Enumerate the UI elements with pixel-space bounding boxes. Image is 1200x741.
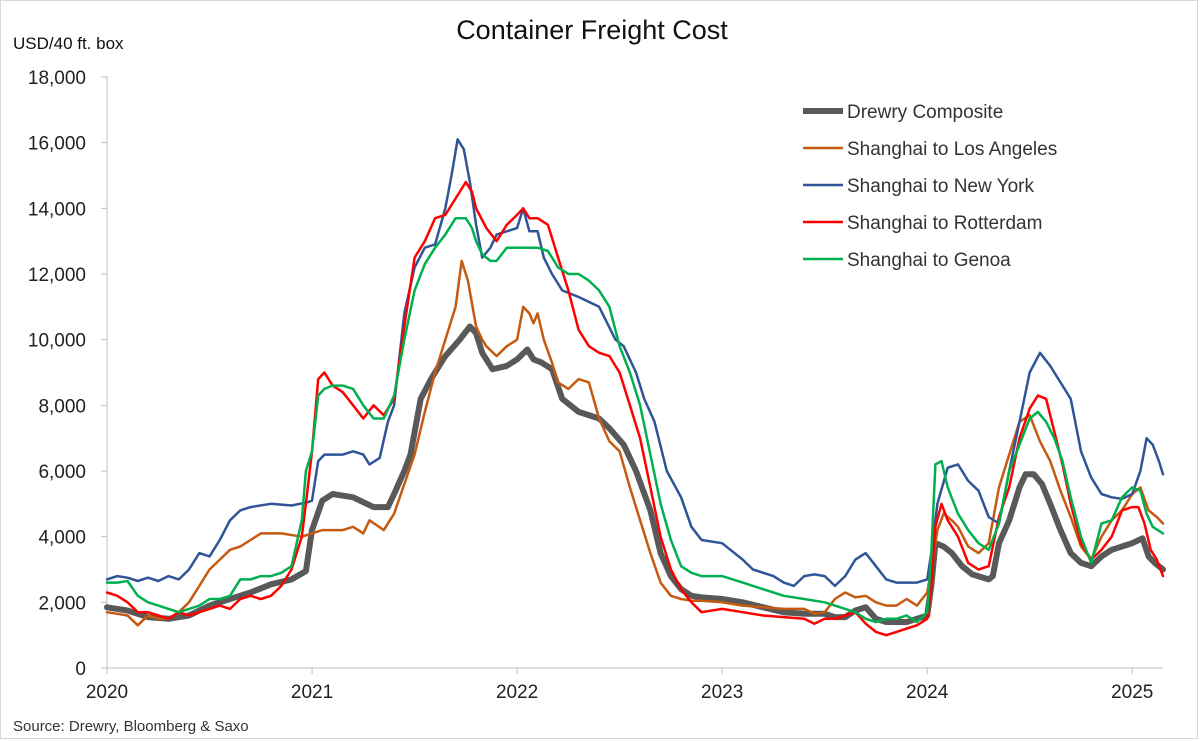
legend-label: Shanghai to Rotterdam — [847, 213, 1042, 234]
x-axis-ticks: 2020 2021 2022 2023 2024 2025 — [86, 668, 1153, 703]
legend-label: Shanghai to Genoa — [847, 250, 1011, 271]
y-tick-label: 10,000 — [28, 331, 86, 352]
x-tick-label: 2024 — [906, 682, 949, 703]
legend: Drewry Composite Shanghai to Los Angeles S… — [803, 102, 1057, 271]
y-tick-label: 16,000 — [28, 134, 86, 155]
legend-label: Shanghai to Los Angeles — [847, 139, 1057, 160]
source-note: Source: Drewry, Bloomberg & Saxo — [13, 718, 249, 735]
y-tick-label: 18,000 — [28, 68, 86, 89]
x-tick-label: 2025 — [1111, 682, 1153, 703]
y-tick-label: 6,000 — [38, 462, 86, 483]
series-lines — [104, 138, 1166, 637]
y-tick-label: 2,000 — [38, 593, 86, 614]
y-tick-label: 8,000 — [38, 396, 86, 417]
x-tick-label: 2023 — [701, 682, 743, 703]
series-line-shanghai-to-genoa — [105, 216, 1165, 624]
y-axis-unit-label: USD/40 ft. box — [13, 34, 124, 53]
series-line-shanghai-to-new-york — [105, 138, 1165, 588]
y-tick-label: 14,000 — [28, 199, 86, 220]
x-tick-label: 2022 — [496, 682, 538, 703]
y-tick-label: 0 — [75, 659, 86, 680]
series-line-drewry-composite — [104, 323, 1166, 625]
x-tick-label: 2020 — [86, 682, 128, 703]
series-line-shanghai-to-rotterdam — [105, 180, 1165, 637]
y-tick-label: 12,000 — [28, 265, 86, 286]
y-axis-ticks: 0 2,000 4,000 6,000 8,000 10,000 12,000 14,000 1… — [28, 68, 107, 680]
y-tick-label: 4,000 — [38, 528, 86, 549]
chart-title: Container Freight Cost — [456, 15, 728, 45]
legend-label: Drewry Composite — [847, 102, 1003, 123]
series-line-shanghai-to-los-angeles — [105, 259, 1165, 627]
x-tick-label: 2021 — [291, 682, 333, 703]
legend-label: Shanghai to New York — [847, 176, 1034, 197]
axes — [106, 76, 1163, 669]
